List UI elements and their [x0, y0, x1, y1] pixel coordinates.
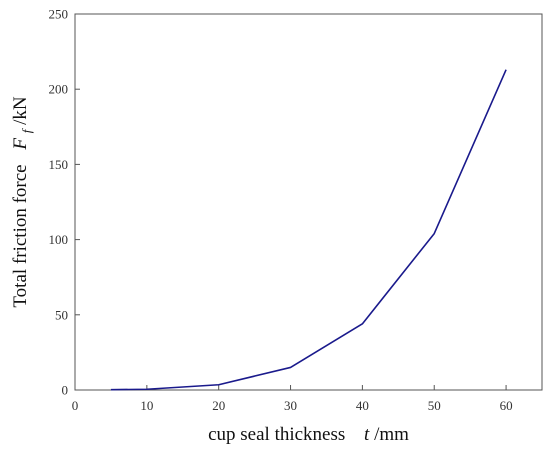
plot-border [74, 13, 543, 391]
x-tick-label: 0 [72, 398, 79, 413]
y-axis-title-text: Total friction force [10, 164, 31, 307]
x-axis-symbol: t [364, 424, 370, 445]
y-tick-label: 150 [49, 157, 69, 172]
x-axis-title: cup seal thickness t /mm [208, 424, 409, 445]
x-axis-unit: /mm [374, 424, 409, 445]
y-tick-label: 250 [49, 7, 69, 22]
x-tick-label: 20 [212, 398, 225, 413]
y-tick-label: 100 [49, 232, 69, 247]
y-tick-label: 0 [62, 383, 69, 398]
x-tick-label: 60 [500, 398, 513, 413]
y-axis-title: Total friction force F f /kN [10, 96, 36, 307]
plot-frame [74, 13, 543, 391]
y-axis-ticks: 0 50 100 150 200 250 [49, 7, 80, 398]
x-axis-ticks: 0 10 20 30 40 50 60 [72, 385, 513, 413]
y-axis-symbol-subscript: f [19, 127, 34, 133]
x-tick-label: 10 [140, 398, 153, 413]
x-tick-label: 40 [356, 398, 369, 413]
series-layer [110, 69, 507, 391]
y-tick-label: 200 [49, 82, 69, 97]
y-tick-label: 50 [55, 307, 68, 322]
y-axis-unit: /kN [10, 96, 31, 125]
x-tick-label: 30 [284, 398, 297, 413]
x-axis-title-text: cup seal thickness [208, 424, 345, 445]
series-line-0 [110, 69, 507, 391]
x-tick-label: 50 [428, 398, 441, 413]
y-axis-symbol: F [10, 138, 31, 151]
